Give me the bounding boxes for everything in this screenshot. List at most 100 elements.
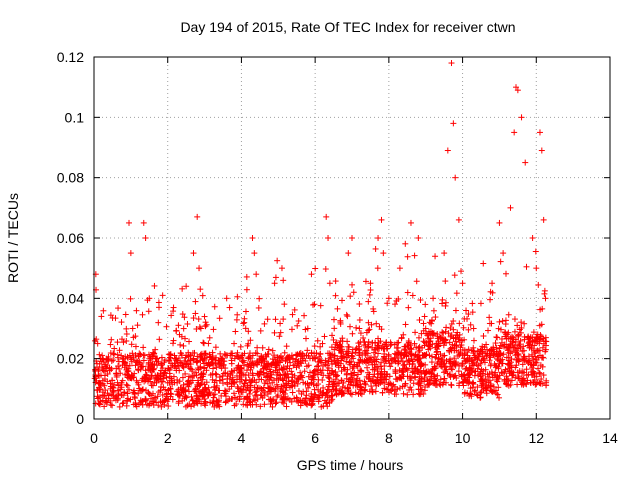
background-point <box>120 399 127 406</box>
background-point <box>242 372 249 379</box>
data-point <box>120 355 127 362</box>
data-point <box>94 340 101 347</box>
background-point <box>300 379 307 386</box>
background-point <box>343 358 350 365</box>
data-point <box>514 87 521 94</box>
background-point <box>202 350 209 357</box>
background-point <box>127 396 134 403</box>
background-point <box>374 350 381 357</box>
background-point <box>105 395 112 402</box>
background-point <box>174 388 181 395</box>
data-point <box>326 280 333 287</box>
background-point <box>200 339 207 346</box>
background-point <box>447 325 454 332</box>
background-point <box>539 344 546 351</box>
data-point <box>253 271 260 278</box>
background-point <box>146 364 153 371</box>
background-point <box>101 403 108 410</box>
background-point <box>415 334 422 341</box>
background-point <box>226 304 233 311</box>
x-axis-label: GPS time / hours <box>297 457 404 473</box>
background-point <box>364 364 371 371</box>
background-point <box>476 350 483 357</box>
background-point <box>279 399 286 406</box>
background-point <box>511 328 518 335</box>
background-point <box>123 325 130 332</box>
background-point <box>436 334 443 341</box>
background-point <box>333 385 340 392</box>
background-point <box>438 358 445 365</box>
background-point <box>420 367 427 374</box>
background-point <box>366 376 373 383</box>
background-point <box>417 363 424 370</box>
background-point <box>213 377 220 384</box>
background-point <box>315 398 322 405</box>
background-point <box>267 388 274 395</box>
background-point <box>243 273 250 280</box>
background-point <box>352 381 359 388</box>
background-point <box>167 390 174 397</box>
background-point <box>179 374 186 381</box>
data-point <box>415 235 422 241</box>
background-point <box>147 367 154 374</box>
background-point <box>100 367 107 374</box>
background-point <box>199 292 206 299</box>
background-point <box>257 327 264 334</box>
background-point <box>187 357 194 364</box>
background-point <box>167 364 174 371</box>
background-point <box>439 296 446 303</box>
background-point <box>222 365 229 372</box>
background-point <box>282 387 289 394</box>
background-point <box>356 316 363 323</box>
background-point <box>154 355 161 362</box>
background-point <box>365 298 372 305</box>
background-point <box>535 281 542 288</box>
background-point <box>387 387 394 394</box>
background-point <box>96 351 103 358</box>
background-point <box>197 351 204 358</box>
background-point <box>105 357 112 364</box>
background-point <box>277 329 284 336</box>
background-point <box>118 336 125 343</box>
background-point <box>525 353 532 360</box>
background-point <box>392 358 399 365</box>
background-point <box>272 400 279 407</box>
background-point <box>538 376 545 383</box>
background-point <box>125 375 132 382</box>
background-point <box>162 386 169 393</box>
background-point <box>190 315 197 322</box>
background-point <box>337 360 344 367</box>
background-point <box>239 358 246 365</box>
background-point <box>372 379 379 386</box>
background-point <box>332 368 339 375</box>
data-point <box>345 250 352 257</box>
background-point <box>132 343 139 350</box>
background-point <box>165 403 172 410</box>
background-point <box>405 304 412 311</box>
background-point <box>118 352 125 359</box>
background-point <box>196 324 203 331</box>
background-point <box>355 390 362 397</box>
background-point <box>318 357 325 364</box>
background-point <box>452 360 459 367</box>
background-point <box>339 390 346 397</box>
background-point <box>471 368 478 375</box>
background-point <box>323 390 330 397</box>
background-point <box>307 396 314 403</box>
background-point <box>192 388 199 395</box>
background-point <box>289 389 296 396</box>
background-point <box>499 370 506 377</box>
background-point <box>333 373 340 380</box>
background-point <box>109 377 116 384</box>
background-point <box>430 307 437 314</box>
background-point <box>193 326 200 333</box>
background-point <box>388 355 395 362</box>
background-point <box>330 316 337 323</box>
background-point <box>202 402 209 409</box>
background-point <box>100 359 107 366</box>
background-point <box>94 387 101 394</box>
background-point <box>465 346 472 353</box>
background-point <box>122 371 129 378</box>
background-point <box>321 333 328 340</box>
background-point <box>277 320 284 327</box>
